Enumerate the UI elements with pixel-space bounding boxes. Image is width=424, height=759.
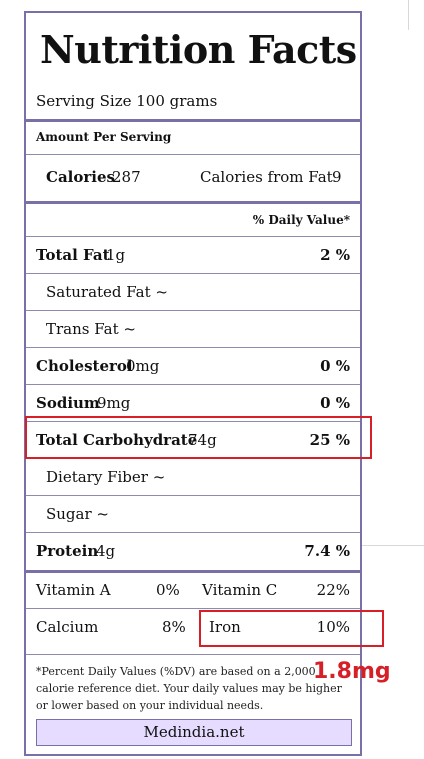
divider (26, 384, 360, 385)
divider (26, 421, 360, 422)
nutrient-label: Cholesterol (36, 357, 133, 375)
vitamin-a-label: Vitamin A (36, 581, 111, 599)
nutrient-label: Sodium (36, 394, 100, 412)
vitamin-a-value: 0% (156, 581, 180, 599)
nutrient-daily-value: 0 % (320, 357, 350, 375)
iron-annotation: 1.8mg (313, 659, 391, 684)
nutrient-amount: 9mg (97, 394, 131, 412)
divider (26, 570, 360, 573)
divider (26, 154, 360, 155)
divider (26, 347, 360, 348)
nutrient-label: Dietary Fiber ~ (46, 468, 166, 486)
calories-value: 287 (112, 168, 141, 186)
divider (26, 532, 360, 533)
nutrient-daily-value: 0 % (320, 394, 350, 412)
calcium-label: Calcium (36, 618, 99, 636)
nutrient-daily-value: 25 % (309, 431, 350, 449)
divider (26, 495, 360, 496)
vitamin-c-value: 22% (316, 581, 350, 599)
nutrient-amount: 1g (106, 246, 126, 264)
label-title: Nutrition Facts (40, 27, 357, 72)
iron-label: Iron (209, 618, 241, 636)
iron-highlight-box (199, 610, 384, 647)
serving-size: Serving Size 100 grams (36, 92, 218, 110)
calories-from-fat-label: Calories from Fat (200, 168, 333, 186)
divider (26, 654, 360, 655)
nutrient-amount: 0mg (126, 357, 160, 375)
background-line (408, 0, 409, 30)
nutrient-label: Saturated Fat ~ (46, 283, 168, 301)
nutrient-label: Total Fat (36, 246, 110, 264)
nutrient-label: Total Carbohydrate (36, 431, 198, 449)
divider (26, 608, 360, 609)
iron-value: 10% (316, 618, 350, 636)
nutrient-amount: 74g (188, 431, 217, 449)
divider (26, 119, 360, 122)
calcium-value: 8% (162, 618, 186, 636)
daily-value-header: % Daily Value* (252, 213, 350, 227)
divider (26, 310, 360, 311)
carbohydrate-highlight-box (25, 416, 372, 459)
source-credit: Medindia.net (36, 719, 352, 746)
calories-label: Calories (46, 168, 115, 186)
divider (26, 273, 360, 274)
nutrition-label: Nutrition Facts Serving Size 100 grams A… (24, 11, 362, 756)
nutrient-label: Protein (36, 542, 99, 560)
nutrient-label: Sugar ~ (46, 505, 109, 523)
nutrient-label: Trans Fat ~ (46, 320, 136, 338)
nutrient-daily-value: 7.4 % (304, 542, 350, 560)
calories-from-fat-value: 9 (332, 168, 342, 186)
vitamin-c-label: Vitamin C (202, 581, 278, 599)
background-line (362, 545, 424, 546)
daily-value-footnote: *Percent Daily Values (%DV) are based on… (36, 665, 342, 712)
nutrient-amount: 4g (96, 542, 116, 560)
nutrient-daily-value: 2 % (320, 246, 350, 264)
divider (26, 201, 360, 204)
divider (26, 236, 360, 237)
amount-per-serving: Amount Per Serving (36, 130, 172, 144)
